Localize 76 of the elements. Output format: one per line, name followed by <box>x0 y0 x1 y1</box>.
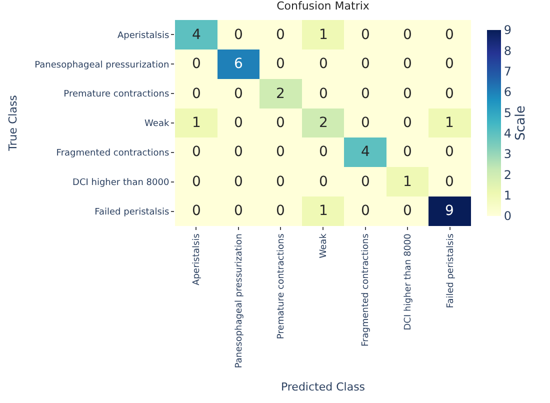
data-label: 0 <box>361 27 370 43</box>
data-label: 0 <box>445 27 454 43</box>
data-label: 0 <box>192 144 201 160</box>
data-label: 0 <box>445 174 454 190</box>
data-label: 0 <box>192 203 201 219</box>
chart-title: Confusion Matrix <box>276 0 370 13</box>
data-label: 0 <box>403 56 412 72</box>
data-label: 0 <box>234 144 243 160</box>
data-label: 0 <box>276 56 285 72</box>
data-label: 0 <box>445 56 454 72</box>
x-axis-title: Predicted Class <box>280 380 366 394</box>
data-label: 6 <box>234 56 243 72</box>
data-label: 0 <box>234 174 243 190</box>
data-label: 0 <box>276 144 285 160</box>
color-bar-title: Scale <box>514 106 529 140</box>
data-label: 0 <box>403 27 412 43</box>
color-bar-label: 0 <box>504 209 512 224</box>
data-label: 0 <box>276 203 285 219</box>
y-tick-label: Fragmented contractions <box>56 148 170 159</box>
data-label: 0 <box>361 86 370 102</box>
data-label: 0 <box>319 56 328 72</box>
data-label: 0 <box>192 56 201 72</box>
data-label: 1 <box>403 174 412 190</box>
data-label: 0 <box>234 86 243 102</box>
y-tick-label: DCI higher than 8000 <box>72 178 170 188</box>
data-label: 0 <box>234 115 243 131</box>
color-bar-label: 1 <box>504 188 512 203</box>
data-label: 1 <box>445 115 454 131</box>
color-bar-label: 6 <box>504 85 512 100</box>
data-label: 4 <box>192 27 201 43</box>
data-label: 0 <box>319 174 328 190</box>
data-label: 0 <box>361 115 370 131</box>
x-tick-label: Aperistalsis <box>192 233 202 286</box>
data-label: 1 <box>192 115 201 131</box>
x-tick-label: Premature contractions <box>276 233 287 340</box>
data-label: 0 <box>234 203 243 219</box>
data-label: 0 <box>445 86 454 102</box>
y-tick-label: Panesophageal pressurization <box>34 60 170 70</box>
color-bar-label: 5 <box>504 106 512 120</box>
y-axis-title: True Class <box>6 94 20 152</box>
x-tick-label: Failed peristalsis <box>446 233 456 308</box>
data-label: 0 <box>403 115 412 131</box>
x-tick-label: Fragmented contractions <box>361 233 372 346</box>
data-label: 0 <box>361 174 370 190</box>
data-label: 4 <box>361 144 370 160</box>
data-label: 0 <box>276 174 285 190</box>
data-label: 0 <box>319 144 328 160</box>
data-label: 1 <box>319 27 328 43</box>
data-label: 2 <box>319 115 328 131</box>
data-label: 0 <box>403 203 412 219</box>
color-bar-label: 3 <box>504 147 512 162</box>
color-bar-label: 7 <box>504 64 512 79</box>
x-tick-label: DCI higher than 8000 <box>403 233 414 330</box>
y-tick-label: Failed peristalsis <box>94 207 170 218</box>
data-label: 0 <box>445 144 454 160</box>
data-label: 0 <box>234 27 243 43</box>
x-tick-label: Weak <box>318 232 329 258</box>
data-label: 2 <box>276 86 285 102</box>
data-label: 0 <box>192 86 201 102</box>
color-bar-label: 8 <box>504 44 512 58</box>
data-label: 0 <box>403 144 412 160</box>
data-label: 0 <box>361 56 370 72</box>
y-tick-label: Premature contractions <box>64 90 170 100</box>
color-bar-label: 4 <box>504 126 512 141</box>
y-tick-label: Weak <box>144 119 170 130</box>
data-label: 1 <box>319 203 328 219</box>
data-label: 0 <box>192 174 201 190</box>
data-label: 0 <box>276 115 285 131</box>
color-bar-label: 2 <box>504 168 512 182</box>
data-label: 0 <box>403 86 412 102</box>
data-label: 0 <box>276 27 285 43</box>
data-label: 9 <box>445 203 454 219</box>
color-bar-label: 9 <box>504 23 512 38</box>
data-label: 0 <box>319 86 328 102</box>
y-tick-label: Aperistalsis <box>117 30 170 41</box>
data-label: 0 <box>361 203 370 219</box>
